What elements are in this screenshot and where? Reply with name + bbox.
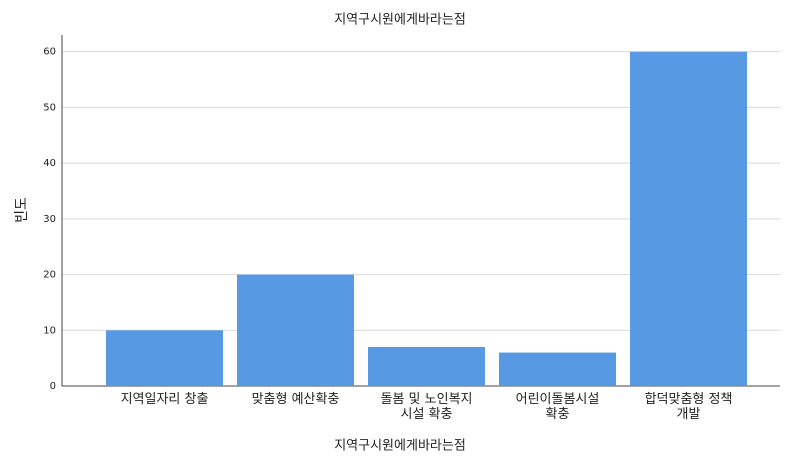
y-tick-label: 30 [43, 214, 56, 225]
y-tick-label: 40 [43, 158, 56, 169]
x-tick-label: 지역일자리 창출 [120, 392, 209, 407]
y-tick-label: 10 [43, 325, 56, 336]
bar [499, 352, 616, 386]
bar [368, 347, 485, 386]
x-tick-label: 합덕맞춤형 정책 개발 [644, 392, 733, 422]
x-tick-label: 돌봄 및 노인복지 시설 확충 [380, 392, 473, 422]
y-tick-label: 60 [43, 47, 56, 58]
bar [237, 274, 354, 386]
y-axis-label: 빈도 [14, 197, 30, 223]
x-tick-label: 맞춤형 예산확충 [251, 392, 340, 407]
x-axis-label: 지역구시원에게바라는점 [334, 439, 466, 454]
bar [630, 51, 747, 386]
bar [106, 330, 223, 386]
y-tick-label: 0 [50, 381, 56, 392]
y-tick-label: 20 [43, 270, 56, 281]
chart-title: 지역구시원에게바라는점 [334, 13, 466, 28]
x-tick-label: 어린이돌봄시설 확충 [515, 392, 600, 422]
y-tick-label: 50 [43, 102, 56, 113]
